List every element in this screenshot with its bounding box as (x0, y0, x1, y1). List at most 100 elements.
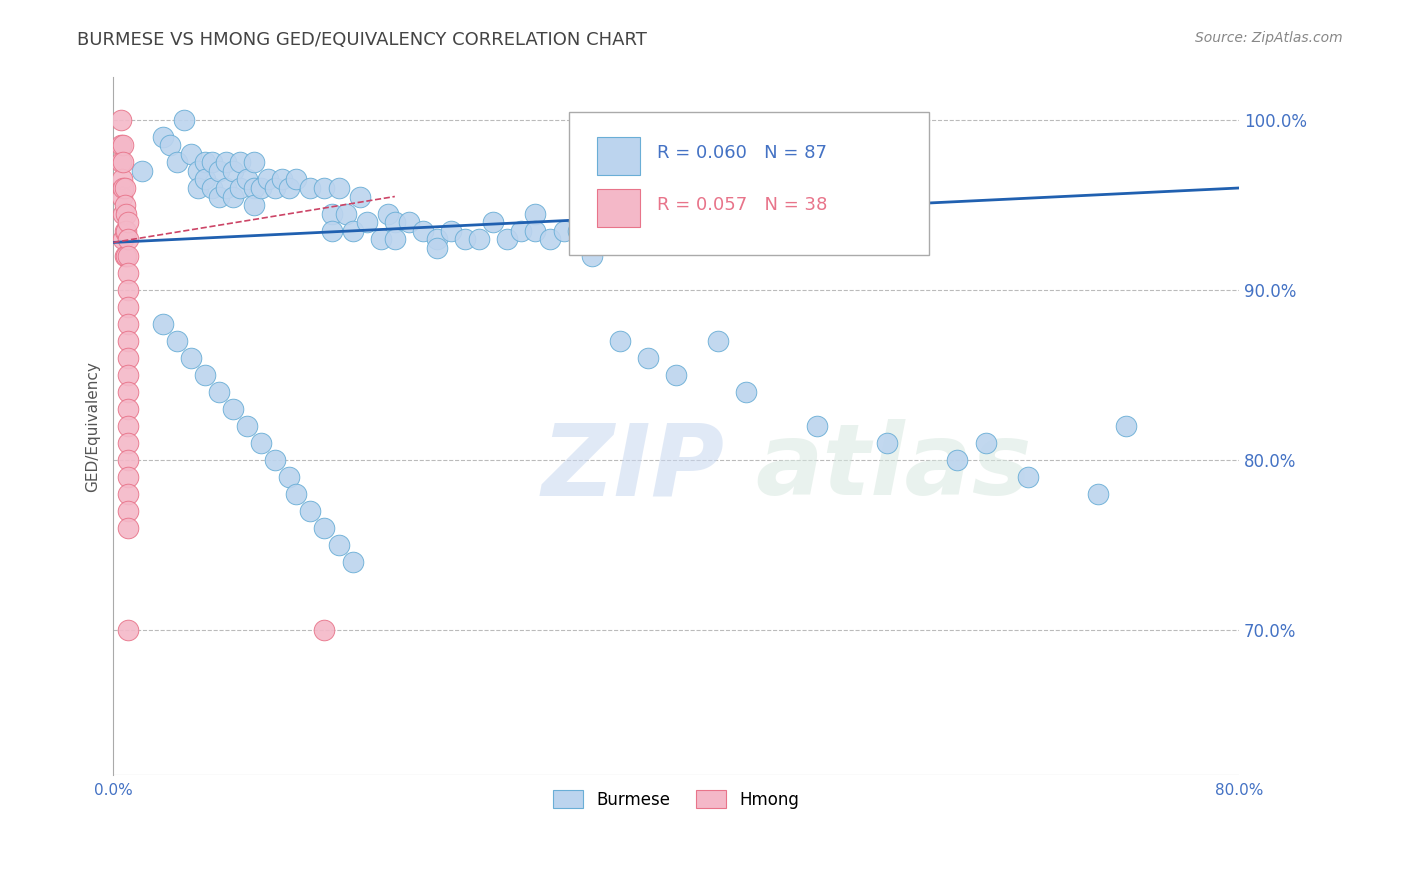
Point (538, 232, 561, 246)
Point (201, 181, 224, 195)
Point (1115, 419, 1137, 434)
Point (356, 215, 378, 229)
Point (335, 206, 357, 220)
Point (342, 555, 364, 569)
Point (152, 130, 174, 145)
Point (117, 249, 139, 263)
Point (328, 538, 350, 552)
Text: 0.0%: 0.0% (94, 783, 134, 798)
Point (285, 172, 308, 186)
Point (1087, 487, 1109, 501)
Point (115, 249, 138, 263)
Point (229, 155, 252, 169)
Point (166, 334, 188, 348)
Point (707, 334, 730, 348)
Point (112, 181, 135, 195)
Text: atlas: atlas (755, 419, 1032, 516)
Point (117, 419, 139, 434)
Point (229, 181, 252, 195)
Point (321, 206, 343, 220)
Point (115, 206, 138, 220)
Point (426, 232, 449, 246)
Point (236, 172, 259, 186)
Point (112, 206, 135, 220)
Point (321, 223, 343, 237)
Point (117, 266, 139, 280)
Point (974, 436, 997, 450)
Point (243, 198, 266, 212)
Point (278, 181, 301, 195)
Point (117, 283, 139, 297)
Point (201, 155, 224, 169)
Point (299, 504, 322, 518)
Point (187, 164, 209, 178)
Point (110, 155, 132, 169)
Point (236, 419, 259, 434)
Point (208, 164, 231, 178)
Point (412, 223, 434, 237)
Point (117, 351, 139, 365)
Point (117, 385, 139, 400)
Point (637, 351, 659, 365)
Point (215, 155, 238, 169)
Point (567, 223, 589, 237)
Point (496, 232, 519, 246)
Point (349, 189, 371, 203)
Point (524, 206, 547, 220)
Point (581, 249, 603, 263)
Text: Source: ZipAtlas.com: Source: ZipAtlas.com (1195, 31, 1343, 45)
Point (114, 181, 136, 195)
Text: BURMESE VS HMONG GED/EQUIVALENCY CORRELATION CHART: BURMESE VS HMONG GED/EQUIVALENCY CORRELA… (77, 31, 647, 49)
Point (117, 368, 139, 383)
Point (314, 624, 336, 638)
FancyBboxPatch shape (598, 189, 640, 227)
Point (250, 436, 273, 450)
Point (208, 385, 231, 400)
Point (370, 232, 392, 246)
Point (314, 181, 336, 195)
Point (222, 164, 245, 178)
Point (194, 368, 217, 383)
FancyBboxPatch shape (598, 136, 640, 175)
Point (222, 402, 245, 417)
Point (117, 624, 139, 638)
Point (243, 181, 266, 195)
Point (117, 436, 139, 450)
Point (454, 232, 477, 246)
Point (524, 223, 547, 237)
Point (595, 232, 617, 246)
Point (194, 155, 217, 169)
Point (342, 223, 364, 237)
Point (264, 181, 287, 195)
Point (208, 189, 231, 203)
Point (117, 470, 139, 484)
Point (180, 351, 202, 365)
Point (609, 334, 631, 348)
Point (426, 241, 449, 255)
Point (114, 223, 136, 237)
Point (1017, 470, 1039, 484)
Point (180, 147, 202, 161)
Point (876, 436, 898, 450)
Point (117, 487, 139, 501)
Point (110, 138, 132, 153)
Point (131, 164, 153, 178)
Point (510, 223, 533, 237)
Point (215, 181, 238, 195)
Text: R = 0.060   N = 87: R = 0.060 N = 87 (657, 144, 827, 161)
Point (159, 138, 181, 153)
Point (222, 189, 245, 203)
Point (152, 317, 174, 331)
Point (117, 215, 139, 229)
Point (117, 317, 139, 331)
Text: R = 0.057   N = 38: R = 0.057 N = 38 (657, 196, 827, 214)
Point (166, 155, 188, 169)
Point (117, 453, 139, 467)
Point (946, 453, 969, 467)
Point (384, 232, 406, 246)
Legend: Burmese, Hmong: Burmese, Hmong (547, 784, 806, 815)
Point (111, 172, 134, 186)
Point (187, 181, 209, 195)
Point (553, 223, 575, 237)
Point (112, 155, 135, 169)
